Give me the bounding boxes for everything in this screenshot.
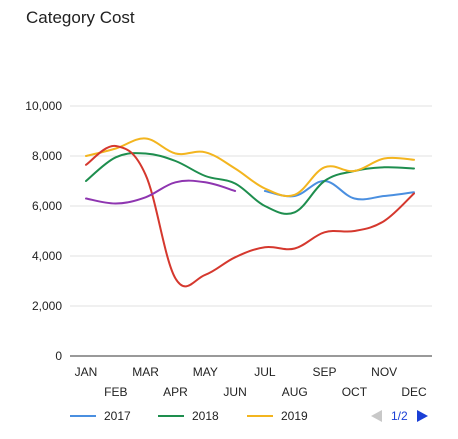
y-tick-label: 2,000 (32, 299, 62, 313)
x-tick-label: FEB (104, 385, 127, 399)
y-tick-label: 10,000 (25, 99, 62, 113)
legend-item[interactable]: 2019 (247, 409, 308, 423)
x-tick-label: AUG (282, 385, 308, 399)
legend-label: 2019 (281, 409, 308, 423)
gridlines (70, 105, 432, 357)
series-line-4 (85, 179, 237, 205)
page-indicator: 1/2 (391, 409, 408, 423)
chart-title: Category Cost (26, 8, 135, 27)
x-tick-label: JUL (254, 365, 276, 379)
legend-item[interactable]: 2018 (158, 409, 219, 423)
y-tick-label: 4,000 (32, 249, 62, 263)
series-line-3 (85, 144, 415, 288)
legend-item[interactable]: 2017 (70, 409, 131, 423)
x-tick-label: NOV (371, 365, 397, 379)
y-axis-ticks: 0 2,000 4,000 6,000 8,000 10,000 (25, 99, 62, 363)
y-tick-label: 6,000 (32, 199, 62, 213)
x-tick-label: MAY (193, 365, 218, 379)
series-line-1 (85, 152, 415, 215)
legend: 2017 2018 2019 (70, 409, 308, 423)
triangle-left-icon[interactable] (371, 410, 382, 422)
series-lines (85, 137, 415, 288)
y-tick-label: 0 (55, 349, 62, 363)
x-tick-label: SEP (313, 365, 337, 379)
x-tick-label: JAN (75, 365, 98, 379)
x-tick-label: DEC (401, 385, 427, 399)
x-tick-label: MAR (132, 365, 159, 379)
x-tick-label: JUN (223, 385, 246, 399)
y-tick-label: 8,000 (32, 149, 62, 163)
series-line-2 (85, 137, 415, 198)
x-tick-label: APR (163, 385, 188, 399)
legend-label: 2018 (192, 409, 219, 423)
triangle-right-icon[interactable] (417, 410, 428, 422)
legend-pager: 1/2 (371, 409, 428, 423)
legend-label: 2017 (104, 409, 131, 423)
x-tick-label: OCT (342, 385, 368, 399)
